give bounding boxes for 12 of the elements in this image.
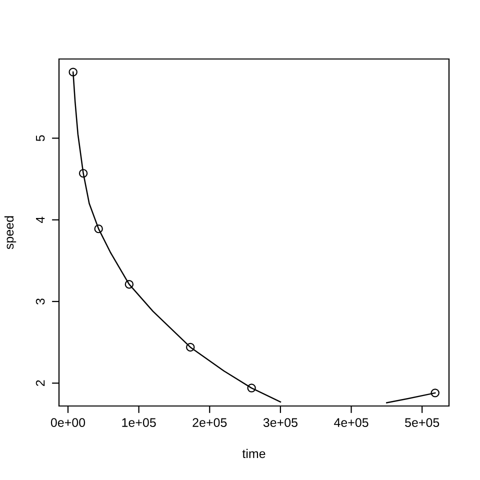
x-tick-label: 1e+05 [122, 418, 156, 427]
x-tick-label: 5e+05 [405, 418, 440, 427]
x-tick-label: 4e+05 [334, 418, 368, 427]
y-tick-label: 4 [36, 216, 45, 224]
x-tick-label: 0e+00 [50, 418, 86, 427]
x-axis-title: time [242, 448, 266, 458]
x-tick-label: 2e+05 [192, 418, 227, 427]
y-axis-title: speed [4, 216, 16, 250]
y-tick-label: 2 [36, 380, 45, 386]
x-tick-label: 3e+05 [263, 418, 298, 427]
y-tick-label: 5 [36, 135, 45, 142]
y-tick-label: 3 [36, 298, 45, 304]
